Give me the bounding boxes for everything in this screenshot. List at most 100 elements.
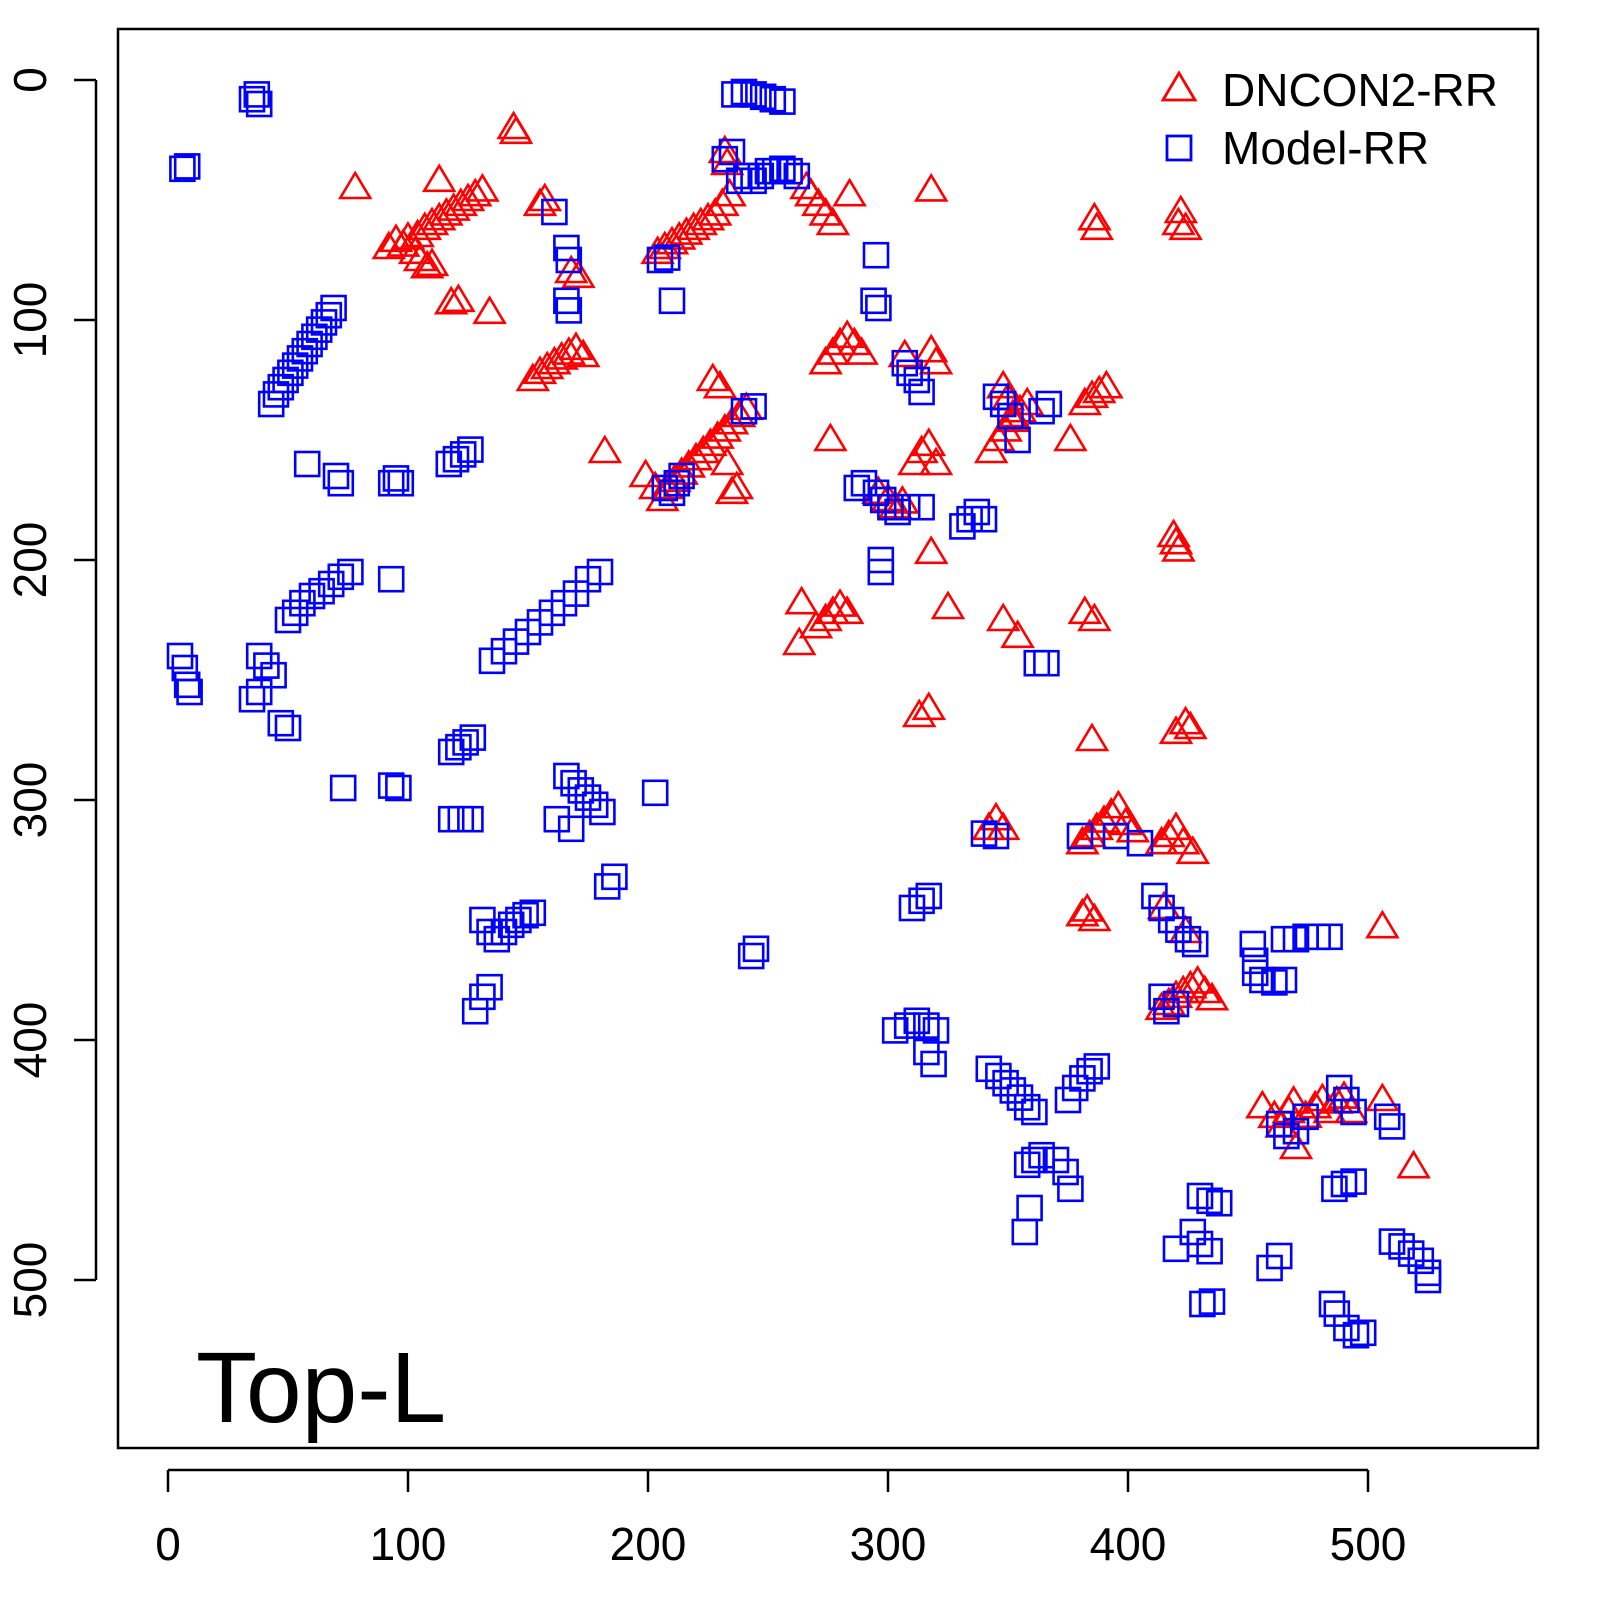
triangle-point bbox=[465, 172, 500, 202]
panel-label: Top-L bbox=[196, 1332, 446, 1444]
square-point bbox=[274, 714, 302, 742]
square-point bbox=[553, 287, 580, 315]
triangle-point bbox=[1115, 813, 1151, 843]
square-point bbox=[469, 983, 496, 1011]
x-tick-label: 200 bbox=[610, 1518, 687, 1570]
triangle-point bbox=[544, 340, 579, 370]
y-axis: 0 100 200 300 400 500 bbox=[4, 67, 98, 1319]
square-point bbox=[377, 772, 405, 799]
y-tick-label: 400 bbox=[4, 1002, 56, 1079]
square-point bbox=[920, 1050, 947, 1078]
triangle-point bbox=[561, 259, 596, 289]
triangle-point bbox=[913, 535, 949, 565]
triangle-point bbox=[930, 590, 966, 620]
square-point bbox=[1340, 1168, 1367, 1195]
x-tick-label: 300 bbox=[850, 1518, 927, 1570]
triangle-point bbox=[1108, 806, 1143, 836]
triangle-point bbox=[433, 285, 469, 315]
triangle-point bbox=[1156, 518, 1191, 548]
triangle-point bbox=[1168, 705, 1203, 735]
triangle-point bbox=[522, 187, 558, 217]
triangle-point bbox=[719, 470, 755, 500]
triangle-point bbox=[1278, 1130, 1314, 1160]
triangle-point bbox=[669, 216, 704, 245]
triangle-point bbox=[913, 172, 949, 202]
square-point bbox=[1318, 1290, 1346, 1318]
triangle-point bbox=[985, 602, 1021, 632]
triangle-point bbox=[421, 201, 457, 231]
triangle-point bbox=[1175, 835, 1211, 865]
triangle-point bbox=[1161, 532, 1196, 562]
square-point bbox=[1198, 1288, 1226, 1315]
square-point bbox=[1265, 1242, 1293, 1270]
triangle-point bbox=[1081, 374, 1117, 404]
x-tick-label: 400 bbox=[1090, 1518, 1167, 1570]
square-point bbox=[730, 78, 758, 106]
triangle-point bbox=[457, 177, 493, 207]
square-point bbox=[1292, 1103, 1319, 1131]
square-point bbox=[985, 1062, 1012, 1090]
y-tick-label: 500 bbox=[4, 1242, 56, 1319]
square-point bbox=[257, 390, 285, 418]
triangle-point bbox=[829, 595, 865, 625]
triangle-point bbox=[553, 254, 589, 284]
triangle-point bbox=[527, 182, 563, 212]
triangle-point bbox=[678, 441, 714, 471]
y-tick-label: 300 bbox=[4, 762, 56, 839]
square-point bbox=[173, 153, 201, 180]
triangle-point bbox=[700, 420, 735, 449]
triangle-point bbox=[887, 338, 923, 368]
triangle-point bbox=[1158, 715, 1194, 745]
legend-triangle-marker bbox=[1160, 70, 1198, 102]
triangle-point bbox=[709, 446, 745, 476]
triangle-point bbox=[657, 463, 692, 493]
square-point bbox=[1165, 916, 1192, 943]
square-point bbox=[555, 246, 583, 274]
square-point bbox=[512, 901, 539, 929]
triangle-point bbox=[707, 134, 743, 164]
square-point bbox=[286, 345, 314, 372]
legend-square-marker bbox=[1165, 134, 1193, 162]
triangle-point bbox=[714, 475, 750, 505]
square-point bbox=[291, 337, 319, 365]
triangle-point bbox=[1288, 1099, 1323, 1129]
square-point bbox=[1033, 649, 1060, 677]
square-point bbox=[461, 997, 489, 1025]
square-point bbox=[1016, 1194, 1043, 1222]
square-point bbox=[1340, 1098, 1367, 1126]
square-point bbox=[329, 774, 357, 802]
square-point bbox=[243, 81, 271, 108]
square-point bbox=[320, 294, 347, 322]
triangle-point bbox=[1161, 206, 1196, 236]
square-point bbox=[519, 899, 547, 927]
square-point bbox=[646, 246, 674, 274]
square-point bbox=[1181, 930, 1209, 958]
triangle-point bbox=[1187, 974, 1223, 1004]
triangle-point bbox=[798, 609, 834, 639]
triangle-point bbox=[371, 230, 407, 260]
square-point bbox=[305, 316, 333, 343]
triangle-point bbox=[1165, 974, 1201, 1004]
square-point bbox=[877, 493, 904, 521]
square-point bbox=[377, 565, 405, 593]
y-tick-label: 100 bbox=[4, 282, 56, 359]
triangle-point bbox=[784, 585, 819, 615]
square-point bbox=[308, 577, 335, 605]
square-point bbox=[1174, 925, 1202, 953]
square-point bbox=[245, 642, 273, 670]
triangle-point bbox=[537, 345, 572, 375]
square-point bbox=[908, 887, 935, 915]
triangle-point bbox=[918, 446, 954, 476]
square-point bbox=[437, 738, 465, 766]
square-point bbox=[553, 762, 580, 790]
square-point bbox=[483, 925, 511, 953]
square-point bbox=[1196, 1237, 1223, 1265]
square-point bbox=[1004, 426, 1031, 454]
triangle-point bbox=[441, 283, 476, 313]
triangle-point bbox=[472, 295, 507, 325]
square-point bbox=[387, 469, 415, 497]
square-point bbox=[176, 678, 203, 706]
square-point bbox=[1148, 983, 1175, 1011]
square-point bbox=[1021, 1146, 1048, 1174]
